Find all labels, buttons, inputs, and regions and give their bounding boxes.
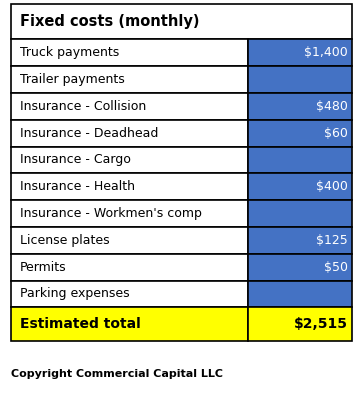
Text: Truck payments: Truck payments: [20, 46, 119, 59]
FancyBboxPatch shape: [11, 4, 352, 39]
Text: Copyright Commercial Capital LLC: Copyright Commercial Capital LLC: [11, 369, 223, 379]
Text: Insurance - Collision: Insurance - Collision: [20, 100, 146, 113]
Text: Fixed costs (monthly): Fixed costs (monthly): [20, 14, 199, 29]
FancyBboxPatch shape: [248, 39, 352, 66]
FancyBboxPatch shape: [11, 173, 248, 200]
FancyBboxPatch shape: [11, 200, 248, 227]
FancyBboxPatch shape: [248, 147, 352, 173]
FancyBboxPatch shape: [248, 120, 352, 147]
FancyBboxPatch shape: [248, 93, 352, 120]
FancyBboxPatch shape: [11, 93, 248, 120]
FancyBboxPatch shape: [248, 254, 352, 281]
FancyBboxPatch shape: [11, 227, 248, 254]
Text: $400: $400: [316, 180, 348, 193]
FancyBboxPatch shape: [11, 66, 248, 93]
Text: Parking expenses: Parking expenses: [20, 288, 130, 300]
Text: $50: $50: [324, 261, 348, 273]
FancyBboxPatch shape: [248, 227, 352, 254]
FancyBboxPatch shape: [248, 307, 352, 341]
Text: Insurance - Cargo: Insurance - Cargo: [20, 154, 131, 166]
FancyBboxPatch shape: [248, 66, 352, 93]
FancyBboxPatch shape: [248, 173, 352, 200]
Text: Insurance - Deadhead: Insurance - Deadhead: [20, 127, 158, 139]
Text: $2,515: $2,515: [294, 317, 348, 331]
FancyBboxPatch shape: [11, 254, 248, 281]
Text: Trailer payments: Trailer payments: [20, 73, 125, 86]
Text: $125: $125: [316, 234, 348, 247]
Text: Insurance - Health: Insurance - Health: [20, 180, 135, 193]
FancyBboxPatch shape: [11, 307, 248, 341]
Text: $60: $60: [324, 127, 348, 139]
Text: License plates: License plates: [20, 234, 110, 247]
Text: Insurance - Workmen's comp: Insurance - Workmen's comp: [20, 207, 202, 220]
Text: $480: $480: [316, 100, 348, 113]
FancyBboxPatch shape: [248, 200, 352, 227]
FancyBboxPatch shape: [11, 281, 248, 307]
FancyBboxPatch shape: [248, 281, 352, 307]
FancyBboxPatch shape: [11, 147, 248, 173]
Text: Estimated total: Estimated total: [20, 317, 141, 331]
FancyBboxPatch shape: [11, 120, 248, 147]
FancyBboxPatch shape: [11, 39, 248, 66]
Text: Permits: Permits: [20, 261, 66, 273]
Text: $1,400: $1,400: [304, 46, 348, 59]
